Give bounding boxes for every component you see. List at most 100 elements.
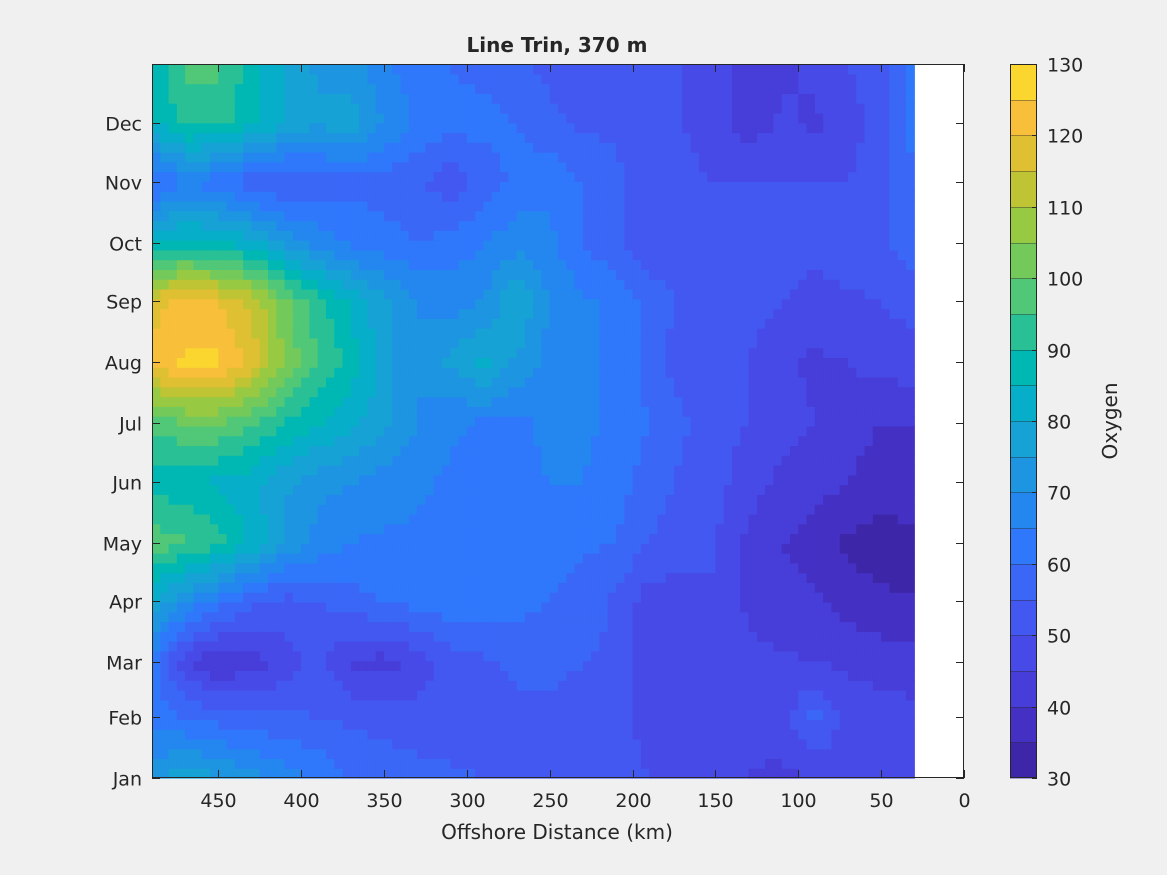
heatmap-cell [856, 514, 865, 524]
heatmap-cell [790, 680, 799, 690]
heatmap-cell [276, 719, 285, 729]
heatmap-cell [583, 250, 592, 260]
heatmap-cell [152, 700, 161, 710]
heatmap-cell [782, 328, 791, 338]
heatmap-cell [326, 357, 335, 367]
heatmap-cell [483, 710, 492, 720]
heatmap-cell [343, 406, 352, 416]
heatmap-cell [591, 377, 600, 387]
heatmap-cell [309, 406, 318, 416]
heatmap-cell [566, 641, 575, 651]
heatmap-cell [218, 309, 227, 319]
heatmap-cell [384, 631, 393, 641]
heatmap-cell [848, 367, 857, 377]
heatmap-cell [401, 338, 410, 348]
heatmap-cell [848, 377, 857, 387]
heatmap-cell [633, 563, 642, 573]
heatmap-cell [235, 739, 244, 749]
heatmap-cell [450, 700, 459, 710]
heatmap-cell [773, 602, 782, 612]
heatmap-cell [442, 690, 451, 700]
heatmap-cell [848, 729, 857, 739]
heatmap-cell [301, 729, 310, 739]
heatmap-cell [202, 436, 211, 446]
heatmap-cell [831, 602, 840, 612]
heatmap-cell [591, 309, 600, 319]
heatmap-cell [583, 739, 592, 749]
heatmap-cell [384, 524, 393, 534]
heatmap-cell [757, 729, 766, 739]
heatmap-cell [409, 533, 418, 543]
heatmap-cell [715, 573, 724, 583]
heatmap-cell [873, 299, 882, 309]
heatmap-cell [649, 553, 658, 563]
heatmap-cell [177, 543, 186, 553]
heatmap-cell [624, 309, 633, 319]
heatmap-cell [682, 357, 691, 367]
heatmap-cell [185, 289, 194, 299]
heatmap-cell [873, 573, 882, 583]
heatmap-cell [459, 573, 468, 583]
heatmap-cell [840, 289, 849, 299]
heatmap-cell [260, 553, 269, 563]
heatmap-cell [657, 719, 666, 729]
heatmap-cell [210, 680, 219, 690]
heatmap-cell [906, 397, 915, 407]
heatmap-cell [384, 533, 393, 543]
heatmap-cell [268, 279, 277, 289]
heatmap-cell [649, 338, 658, 348]
heatmap-cell [442, 328, 451, 338]
heatmap-cell [359, 553, 368, 563]
heatmap-cell [889, 494, 898, 504]
heatmap-cell [757, 592, 766, 602]
heatmap-cell [798, 426, 807, 436]
heatmap-cell [691, 309, 700, 319]
heatmap-cell [376, 367, 385, 377]
heatmap-cell [260, 328, 269, 338]
heatmap-cell [724, 563, 733, 573]
heatmap-cell [898, 406, 907, 416]
heatmap-cell [533, 260, 542, 270]
heatmap-cell [218, 758, 227, 768]
heatmap-cell [185, 631, 194, 641]
heatmap-cell [840, 299, 849, 309]
heatmap-cell [376, 631, 385, 641]
heatmap-cell [409, 445, 418, 455]
heatmap-cell [268, 475, 277, 485]
heatmap-cell [749, 622, 758, 632]
heatmap-cell [235, 700, 244, 710]
heatmap-cell [384, 445, 393, 455]
heatmap-cell [169, 318, 178, 328]
heatmap-cell [757, 465, 766, 475]
heatmap-cell [392, 739, 401, 749]
heatmap-cell [417, 680, 426, 690]
heatmap-cell [359, 299, 368, 309]
heatmap-cell [467, 612, 476, 622]
heatmap-cell [848, 299, 857, 309]
heatmap-cell [227, 524, 236, 534]
heatmap-cell [169, 739, 178, 749]
heatmap-cell [616, 719, 625, 729]
heatmap-cell [326, 416, 335, 426]
heatmap-cell [425, 553, 434, 563]
heatmap-cell [492, 700, 501, 710]
heatmap-cell [309, 416, 318, 426]
heatmap-cell [583, 553, 592, 563]
heatmap-cell [243, 436, 252, 446]
heatmap-cell [682, 543, 691, 553]
heatmap-cell [160, 504, 169, 514]
heatmap-cell [649, 504, 658, 514]
heatmap-cell [898, 436, 907, 446]
heatmap-cell [359, 573, 368, 583]
heatmap-cell [169, 758, 178, 768]
heatmap-cell [749, 533, 758, 543]
heatmap-cell [881, 426, 890, 436]
heatmap-cell [566, 504, 575, 514]
heatmap-cell [599, 719, 608, 729]
heatmap-cell [707, 661, 716, 671]
heatmap-cell [707, 494, 716, 504]
heatmap-cell [591, 592, 600, 602]
heatmap-cell [359, 758, 368, 768]
heatmap-cell [251, 445, 260, 455]
heatmap-cell [765, 543, 774, 553]
